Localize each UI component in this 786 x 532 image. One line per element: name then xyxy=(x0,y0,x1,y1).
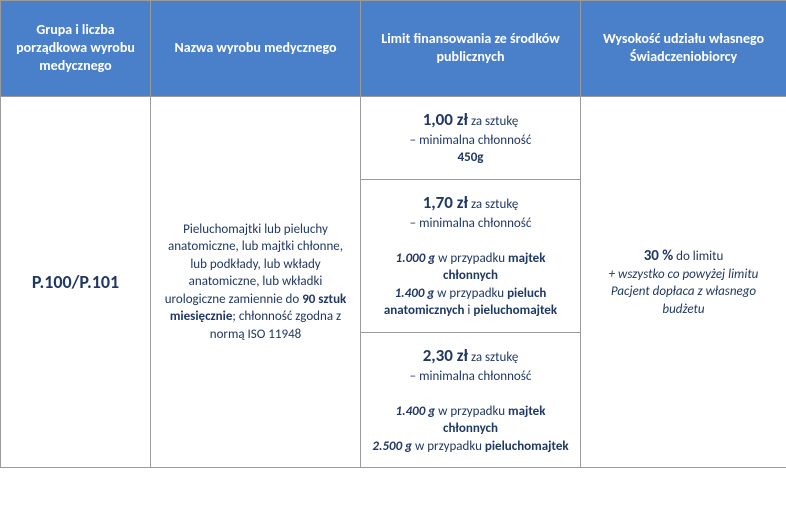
tier3-t2b: pieluchomajtek xyxy=(485,439,569,454)
tier3-v2: 2.500 g xyxy=(372,439,412,454)
tier1-unit: za sztukę xyxy=(468,114,518,129)
tier1-sub: – minimalna chłonność xyxy=(410,133,532,148)
cell-tier1: 1,00 zł za sztukę – minimalna chłonność … xyxy=(361,96,581,179)
cell-tier3: 2,30 zł za sztukę – minimalna chłonność … xyxy=(361,332,581,468)
tier3-t2a: w przypadku xyxy=(412,439,485,454)
cell-desc: Pieluchomajtki lub pieluchy anatomiczne,… xyxy=(151,96,361,468)
tier2-price: 1,70 zł xyxy=(423,192,468,213)
tier1-price: 1,00 zł xyxy=(423,109,468,130)
cell-code: P.100/P.101 xyxy=(1,96,151,468)
share-pct: 30 % xyxy=(644,247,674,265)
tier3-unit: za sztukę xyxy=(468,350,518,365)
header-share: Wysokość udziału własnego Świadczeniobio… xyxy=(581,1,786,97)
share-note: + wszystko co powyżej limitu Pacjent dop… xyxy=(609,267,759,317)
tier2-unit: za sztukę xyxy=(468,197,518,212)
tier3-t1a: w przypadku xyxy=(435,404,508,419)
tier2-v1: 1.000 g xyxy=(396,251,436,266)
tier3-sub: – minimalna chłonność xyxy=(410,369,532,384)
table-row: P.100/P.101 Pieluchomajtki lub pieluchy … xyxy=(1,96,786,179)
tier2-t1a: w przypadku xyxy=(435,251,508,266)
header-limit: Limit finansowania ze środków publicznyc… xyxy=(361,1,581,97)
tier2-v2: 1.400 g xyxy=(395,286,435,301)
cell-share: 30 % do limitu + wszystko co powyżej lim… xyxy=(581,96,786,468)
cell-tier2: 1,70 zł za sztukę – minimalna chłonność … xyxy=(361,179,581,332)
header-group: Grupa i liczba porządkowa wyrobu medyczn… xyxy=(1,1,151,97)
tier2-t2a: w przypadku xyxy=(434,286,507,301)
funding-table: Grupa i liczba porządkowa wyrobu medyczn… xyxy=(0,0,786,468)
tier2-sub: – minimalna chłonność xyxy=(410,216,532,231)
tier2-t2d: pieluchomajtek xyxy=(473,303,557,318)
tier3-price: 2,30 zł xyxy=(423,345,468,366)
product-code: P.100/P.101 xyxy=(32,271,119,293)
share-txt: do limitu xyxy=(673,249,723,264)
tier3-v1: 1.400 g xyxy=(396,404,436,419)
header-row: Grupa i liczba porządkowa wyrobu medyczn… xyxy=(1,1,786,97)
tier1-val: 450g xyxy=(458,150,484,165)
header-name: Nazwa wyrobu medycznego xyxy=(151,1,361,97)
